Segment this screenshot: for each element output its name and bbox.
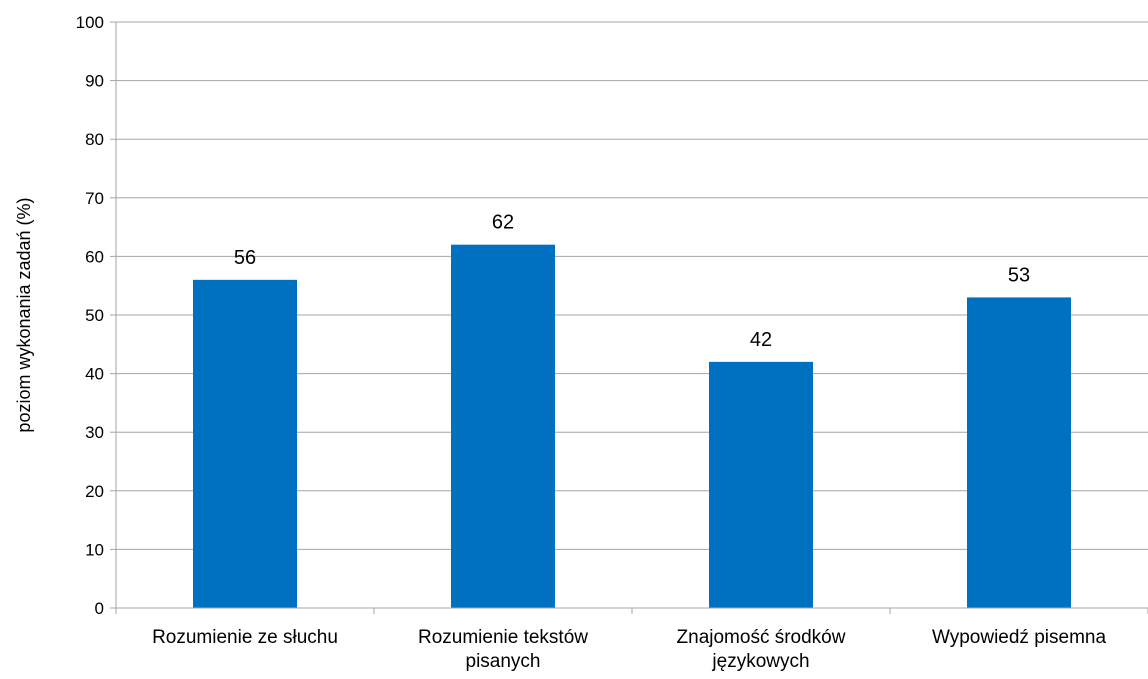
x-axis-ticks	[115, 608, 1148, 614]
y-tick-label: 20	[85, 482, 104, 501]
y-tick-label: 30	[85, 423, 104, 442]
y-tick-label: 70	[85, 189, 104, 208]
category-labels: Rozumienie ze słuchu Rozumienie tekstów pi…	[152, 627, 1106, 672]
y-tick-label: 40	[85, 365, 104, 384]
data-label: 53	[1008, 264, 1030, 286]
data-label: 62	[492, 212, 514, 234]
category-label: Rozumienie tekstów pisanych	[418, 627, 588, 672]
category-label-line: Rozumienie tekstów	[418, 627, 588, 648]
y-tick-label: 10	[85, 540, 104, 559]
bar	[967, 297, 1071, 608]
bar	[193, 279, 297, 608]
bar	[451, 244, 555, 608]
y-tick-label: 0	[95, 599, 104, 618]
data-label: 56	[234, 247, 256, 269]
data-labels: 56 62 42 53	[234, 212, 1030, 351]
y-tick-label: 60	[85, 247, 104, 266]
y-axis-ticks: 0 10 20 30 40 50 60 70 80 90 100	[76, 13, 116, 618]
category-label: Wypowiedź pisemna	[932, 627, 1107, 648]
y-tick-label: 100	[76, 13, 104, 32]
bar	[709, 361, 813, 608]
category-label: Znajomość środków językowych	[677, 627, 846, 672]
y-tick-label: 80	[85, 130, 104, 149]
y-axis-title: poziom wykonania zadań (%)	[14, 197, 34, 432]
category-label-line: Znajomość środków	[677, 627, 846, 648]
data-label: 42	[750, 329, 772, 351]
category-label: Rozumienie ze słuchu	[152, 627, 338, 648]
category-label-line: Wypowiedź pisemna	[932, 627, 1107, 648]
y-tick-label: 90	[85, 72, 104, 91]
category-label-line: językowych	[711, 651, 809, 672]
category-label-line: pisanych	[466, 651, 541, 672]
category-label-line: Rozumienie ze słuchu	[152, 627, 338, 648]
bars	[193, 244, 1071, 608]
y-tick-label: 50	[85, 306, 104, 325]
